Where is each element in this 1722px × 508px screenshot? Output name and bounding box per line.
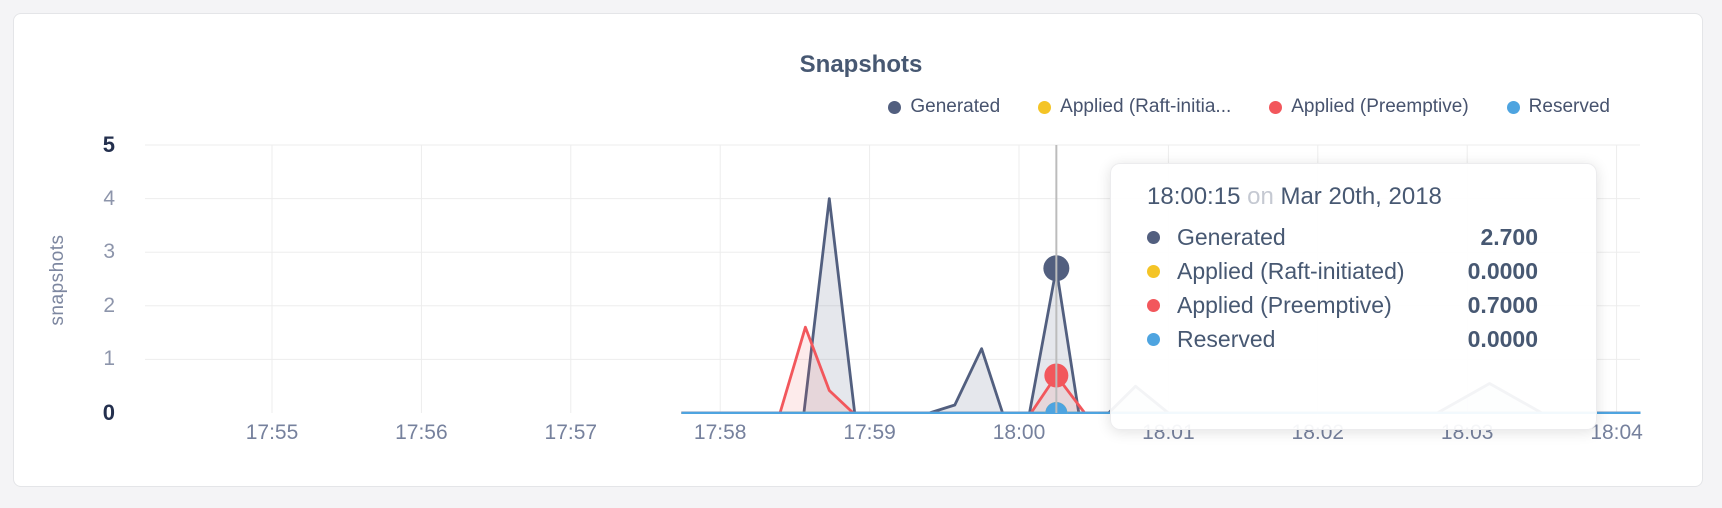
tooltip-series-label: Applied (Raft-initiated) <box>1177 257 1405 284</box>
tooltip-row: Generated 2.700 <box>1147 220 1538 254</box>
x-tick-label: 17:56 <box>395 421 448 444</box>
tooltip-row: Reserved 0.0000 <box>1147 322 1538 356</box>
tooltip-series-label: Applied (Preemptive) <box>1177 291 1392 318</box>
legend-item-label: Applied (Preemptive) <box>1291 96 1469 117</box>
tooltip-time: 18:00:15 <box>1147 183 1241 210</box>
series-dot-icon <box>1147 332 1160 346</box>
tooltip-series-value: 2.700 <box>1480 223 1538 250</box>
x-tick-label: 17:58 <box>693 421 747 444</box>
legend-dot-icon <box>888 100 902 114</box>
series-dot-icon <box>1147 230 1160 244</box>
y-tick-label: 3 <box>103 240 115 264</box>
legend-item-label: Applied (Raft-initia... <box>1060 96 1232 117</box>
legend-item-generated[interactable]: Generated <box>888 96 1000 118</box>
legend-item-label: Generated <box>910 96 1001 117</box>
legend: Generated Applied (Raft-initia... Applied … <box>888 96 1610 118</box>
chart-title: Snapshots <box>799 51 923 78</box>
x-tick-label: 18:00 <box>992 421 1046 444</box>
x-tick-label: 17:59 <box>843 421 896 444</box>
y-tick-label: 4 <box>103 186 115 210</box>
legend-item-reserved[interactable]: Reserved <box>1506 96 1610 118</box>
tooltip-series-label: Reserved <box>1177 325 1276 352</box>
tooltip-rows: Generated 2.700 Applied (Raft-initiated) 0.… <box>1147 220 1538 356</box>
tooltip-series-value: 0.0000 <box>1467 257 1538 284</box>
legend-dot-icon <box>1269 100 1283 114</box>
legend-dot-icon <box>1038 100 1052 114</box>
x-tick-label: 17:55 <box>245 421 299 444</box>
series-dot-icon <box>1147 298 1160 312</box>
tooltip-row: Applied (Preemptive) 0.7000 <box>1147 288 1538 322</box>
y-tick-label: 2 <box>103 293 115 317</box>
x-tick-label: 17:57 <box>544 421 598 444</box>
legend-item-label: Reserved <box>1528 96 1610 117</box>
tooltip-preposition: on <box>1247 183 1274 210</box>
y-tick-label: 1 <box>103 347 115 371</box>
y-tick-label: 0 <box>102 400 115 425</box>
legend-item-applied-raft[interactable]: Applied (Raft-initia... <box>1038 96 1231 118</box>
tooltip-date: Mar 20th, 2018 <box>1280 183 1442 210</box>
tooltip-header: 18:00:15 on Mar 20th, 2018 <box>1147 182 1538 212</box>
legend-dot-icon <box>1506 100 1520 114</box>
series-dot-icon <box>1147 264 1160 278</box>
tooltip-row: Applied (Raft-initiated) 0.0000 <box>1147 254 1538 288</box>
tooltip-series-label: Generated <box>1177 223 1286 250</box>
x-tick-label: 18:04 <box>1590 421 1643 444</box>
tooltip-series-value: 0.0000 <box>1467 325 1538 352</box>
tooltip-series-value: 0.7000 <box>1467 291 1538 318</box>
y-tick-label: 5 <box>102 132 115 157</box>
legend-item-applied-preemptive[interactable]: Applied (Preemptive) <box>1269 96 1469 118</box>
hover-tooltip: 18:00:15 on Mar 20th, 2018 Generated 2.70… <box>1110 163 1597 430</box>
